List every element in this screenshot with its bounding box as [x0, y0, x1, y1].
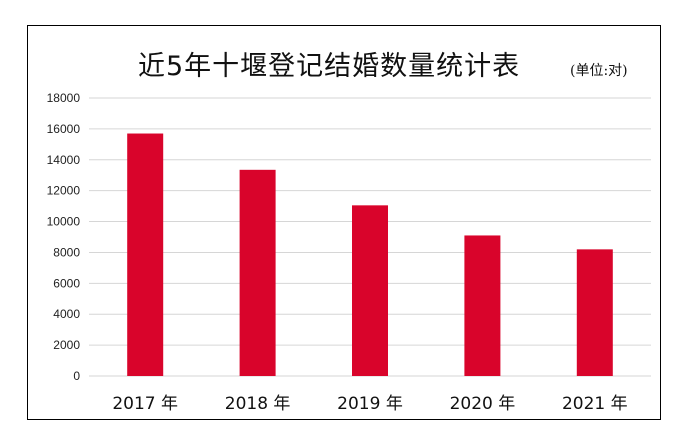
bar [576, 249, 613, 376]
x-axis-ticks: 2017 年 2018 年 2019 年 2020 年 2021 年 [112, 394, 627, 414]
chart-unit-label: (单位:对) [570, 63, 628, 79]
y-tick-label: 4000 [53, 307, 80, 321]
bar [464, 235, 501, 376]
y-tick-label: 8000 [53, 245, 80, 259]
y-tick-label: 18000 [47, 91, 81, 105]
y-tick-label: 16000 [47, 122, 81, 136]
y-tick-label: 14000 [47, 153, 81, 167]
x-tick-label: 2019 年 [337, 394, 403, 414]
y-axis-ticks: 0 2000 4000 6000 8000 10000 12000 14000 16000 180… [47, 91, 81, 383]
y-tick-label: 12000 [47, 184, 81, 198]
bar [127, 133, 164, 376]
x-tick-label: 2020 年 [450, 394, 516, 414]
bar [239, 169, 276, 376]
x-tick-label: 2017 年 [112, 394, 178, 414]
x-tick-label: 2018 年 [225, 394, 291, 414]
bars [127, 133, 613, 376]
x-tick-label: 2021 年 [562, 394, 628, 414]
y-tick-label: 0 [73, 369, 80, 383]
chart-title: 近5年十堰登记结婚数量统计表 [138, 51, 521, 82]
y-tick-label: 6000 [53, 276, 80, 290]
y-tick-label: 10000 [47, 215, 81, 229]
bar [352, 205, 388, 376]
y-tick-label: 2000 [53, 338, 80, 352]
